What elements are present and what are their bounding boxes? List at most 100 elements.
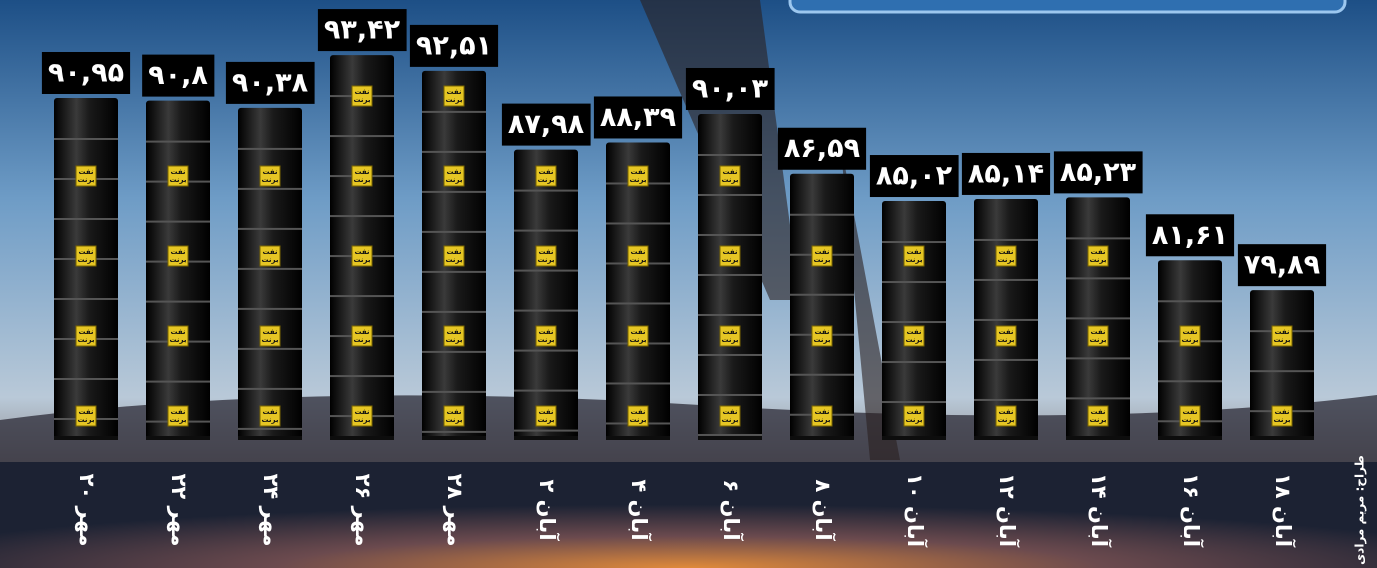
barrel-label-text: برنت [169,416,186,424]
barrel-label-text: نفت [630,168,645,176]
barrel-ring [882,321,946,324]
value-label-box [225,61,315,104]
barrel-label-text: نفت [262,328,277,336]
barrel-ring [330,375,394,378]
barrel-ring [514,429,578,432]
value-label-box [1237,244,1327,287]
barrel-ring [1158,300,1222,303]
credit: طراح: مریم مرادی [1353,455,1367,565]
barrel-label-text: نفت [998,248,1013,256]
barrel-label [75,405,97,427]
barrel-label-text: نفت [78,168,93,176]
barrel-ring [698,313,762,316]
barrel-label-text: نفت [722,328,737,336]
barrel-ring [330,215,394,218]
barrel-ring [422,430,486,433]
barrel-ring [974,318,1038,321]
value-label: ۹۰,۸ [148,60,208,91]
bar [882,201,946,440]
bar-base [974,436,1038,440]
barrel-label [627,245,649,267]
value-label: ۸۵,۰۲ [876,161,953,192]
value-label-box [1145,214,1235,257]
value-label: ۸۵,۱۴ [968,158,1044,189]
barrel-label-text: برنت [997,336,1014,344]
bar-base [54,436,118,440]
barrel-ring [698,353,762,356]
barrel-ring [238,427,302,430]
barrel-label-text: نفت [262,248,277,256]
value-label: ۹۰,۰۳ [692,73,769,104]
barrel-label [1179,405,1201,427]
barrel-label [443,245,465,267]
barrel-label [443,325,465,347]
barrel-label [351,405,373,427]
barrel-label-text: برنت [445,176,462,184]
barrel-ring [974,278,1038,281]
barrel-label-text: نفت [1090,328,1105,336]
barrel-ring [882,361,946,364]
x-tick-label: آبان ۱۰ [903,473,928,548]
value-label-box [869,155,959,198]
value-label-box [777,127,867,170]
barrel-label-text: برنت [813,256,830,264]
barrel-label [443,165,465,187]
barrel-label [75,245,97,267]
barrel-label-text: نفت [814,328,829,336]
barrel-label [1087,245,1109,267]
value-label: ۹۰,۳۸ [232,67,309,98]
barrel-ring [1158,380,1222,383]
value-label-box [593,96,683,139]
barrel-label-text: نفت [170,328,185,336]
barrel-ring [54,217,118,220]
barrel-label-text: نفت [354,408,369,416]
bar-base [514,436,578,440]
barrel-ring [422,310,486,313]
barrel-label-text: برنت [997,256,1014,264]
bar [514,149,578,440]
barrel-label-text: برنت [169,336,186,344]
barrel-label-text: نفت [1090,408,1105,416]
barrel-label-text: نفت [906,328,921,336]
value-label-box [41,51,131,94]
barrel-label-text: برنت [813,416,830,424]
barrel-label [259,325,281,347]
barrel-label-text: برنت [629,256,646,264]
barrel-label-text: نفت [78,408,93,416]
barrel-ring [146,300,210,303]
barrel-label-text: برنت [721,176,738,184]
barrel-label-text: نفت [354,248,369,256]
barrel-label [1087,405,1109,427]
barrel-label [1271,405,1293,427]
bar [54,97,118,441]
barrel-label-text: برنت [261,256,278,264]
bar-base [1250,436,1314,440]
barrel-label-text: نفت [630,328,645,336]
barrel-label-text: نفت [1182,408,1197,416]
bar-base [146,436,210,440]
barrel-label-text: نفت [170,248,185,256]
barrel-label [811,405,833,427]
barrel-label-text: نفت [354,88,369,96]
barrel-ring [422,110,486,113]
bar-base [330,436,394,440]
barrel-label-text: نفت [78,248,93,256]
barrel-label-text: نفت [538,328,553,336]
barrel-label [719,245,741,267]
value-label-box [317,9,407,52]
barrel-label-text: برنت [353,416,370,424]
barrel-label-text: برنت [261,176,278,184]
barrel-ring [238,387,302,390]
barrel-label-text: نفت [538,168,553,176]
barrel-ring [882,401,946,404]
barrel-label-text: برنت [445,96,462,104]
barrel-label [627,165,649,187]
barrel-label-text: نفت [538,408,553,416]
barrel-label-text: نفت [170,168,185,176]
barrel-label-text: برنت [1181,336,1198,344]
value-label: ۸۷,۹۸ [508,109,585,140]
barrel-label [627,325,649,347]
barrel-label [259,405,281,427]
x-tick-label: مهر ۲۰ [75,474,99,547]
barrel-label [167,165,189,187]
